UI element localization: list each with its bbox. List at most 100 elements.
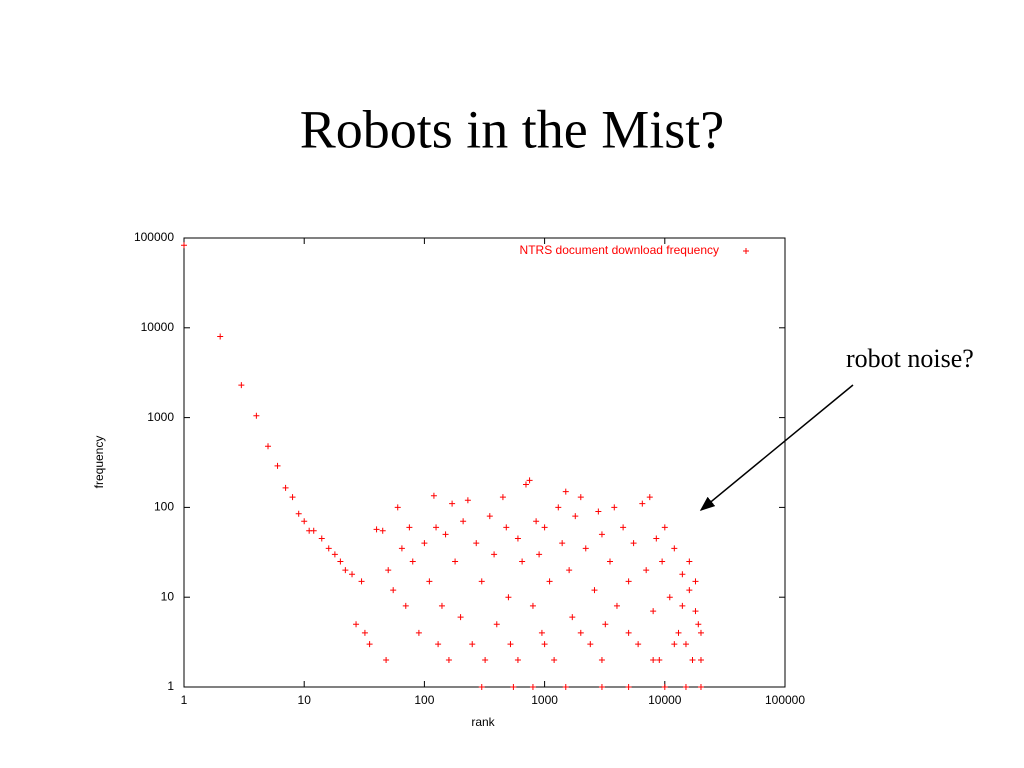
point [295,510,302,517]
point [421,540,428,547]
point [679,571,686,578]
point [390,587,397,594]
point [507,641,514,648]
point [217,333,224,340]
point [577,629,584,636]
point [697,684,704,690]
point [643,567,650,574]
point [331,551,338,558]
x-tick-label: 1000 [531,693,558,707]
point [238,382,245,389]
point [635,641,642,648]
point [438,602,445,609]
point [449,500,456,507]
point [265,443,272,450]
point [473,540,480,547]
x-tick-label: 10 [298,693,312,707]
point [499,494,506,501]
point [526,477,533,484]
point [682,684,689,690]
point [533,518,540,525]
point [514,535,521,542]
point [661,524,668,531]
point [373,526,380,533]
point [555,504,562,511]
point [538,629,545,636]
point [595,508,602,515]
point [478,684,485,690]
y-axis-label: frequency [92,436,106,489]
y-tick-label: 10 [161,589,175,603]
point [606,558,613,565]
point [464,497,471,504]
point [366,641,373,648]
point [289,494,296,501]
point [415,629,422,636]
point [625,578,632,585]
point [325,545,332,552]
point [653,535,660,542]
point [435,641,442,648]
point [406,524,413,531]
point [650,656,657,663]
point [582,545,589,552]
point [692,578,699,585]
point [650,608,657,615]
point [469,641,476,648]
point [697,656,704,663]
point [478,578,485,585]
y-tick-label: 100000 [134,230,174,244]
point [503,524,510,531]
point [659,558,666,565]
point [551,656,558,663]
point [353,621,360,628]
point [383,656,390,663]
point [591,587,598,594]
point [569,614,576,621]
point [572,513,579,520]
point [682,641,689,648]
point [433,524,440,531]
point [625,629,632,636]
point [689,656,696,663]
point [529,602,536,609]
point [482,656,489,663]
point [598,656,605,663]
point [493,621,500,628]
point [394,504,401,511]
point [671,641,678,648]
point [460,518,467,525]
point [675,629,682,636]
point [697,629,704,636]
point [452,558,459,565]
point [409,558,416,565]
x-tick-label: 10000 [648,693,682,707]
point [398,545,405,552]
point [519,558,526,565]
point [536,551,543,558]
point [686,558,693,565]
point [611,504,618,511]
point [630,540,637,547]
point [541,641,548,648]
point [529,684,536,690]
x-tick-label: 1 [181,693,188,707]
point [358,578,365,585]
point [566,567,573,574]
point [646,494,653,501]
point [598,684,605,690]
point [692,608,699,615]
annotation-arrow [699,384,854,511]
point [562,488,569,495]
point [656,656,663,663]
point [337,558,344,565]
plot-frame [183,237,786,688]
point [445,656,452,663]
point [577,494,584,501]
point [661,684,668,690]
y-tick-label: 10000 [141,320,175,334]
point [620,524,627,531]
point [426,578,433,585]
point [301,518,308,525]
